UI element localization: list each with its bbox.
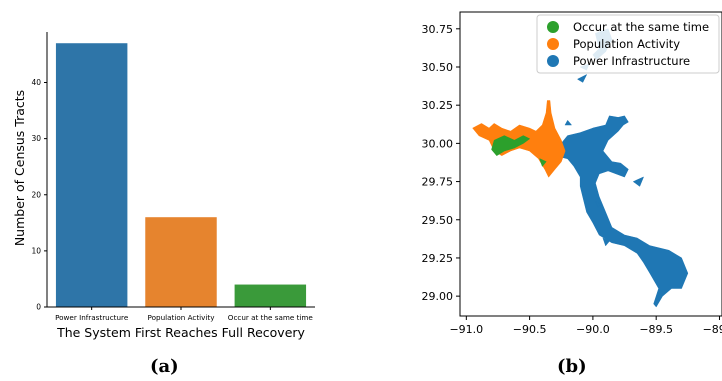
y-tick-label: 29.75 <box>422 176 454 189</box>
legend-label: Power Infrastructure <box>573 54 690 68</box>
legend-box <box>536 14 720 74</box>
bar-population-activity <box>145 217 217 307</box>
map-region-concurrent <box>539 158 547 167</box>
legend-label: Population Activity <box>573 37 680 51</box>
y-tick-label: 30.75 <box>422 23 454 36</box>
legend: Occur at the same time Population Activit… <box>536 14 720 74</box>
y-tick-label: 30 <box>31 134 41 143</box>
legend-marker <box>547 55 559 67</box>
x-tick-label: Power Infrastructure <box>55 313 129 322</box>
bar-occur-at-the-same-time <box>234 284 307 307</box>
map-region-power <box>595 201 603 208</box>
x-tick-label: −89.5 <box>639 323 673 336</box>
x-tick-label: −91.0 <box>449 323 483 336</box>
legend-marker <box>547 21 559 33</box>
map-panel: −91.0 −90.5 −90.0 −89.5 −89.0 29.00 29.25 29.5… <box>395 0 722 345</box>
map-region-power <box>564 120 572 126</box>
panel-label-a: (a) <box>150 356 179 377</box>
panel-label-b: (b) <box>557 356 587 377</box>
y-tick-label: 29.00 <box>422 290 454 303</box>
y-tick-label: 20 <box>31 190 41 199</box>
map-frame <box>459 11 722 317</box>
map-chart: −91.0 −90.5 −90.0 −89.5 −89.0 29.00 29.25 29.5… <box>422 11 722 336</box>
map-region-power <box>602 237 610 246</box>
x-tick-label: −89.0 <box>703 323 722 336</box>
bar-chart-panel: 0 10 20 30 40 Power Infrastructure Population… <box>0 0 330 345</box>
y-axis-label: Number of Census Tracts <box>12 90 27 246</box>
map-region-power <box>633 176 644 187</box>
y-tick-label: 30.50 <box>422 61 454 74</box>
y-tick-label: 30.00 <box>422 137 454 150</box>
legend-label: Occur at the same time <box>573 20 709 34</box>
x-tick-label: Occur at the same time <box>228 313 314 322</box>
legend-marker <box>547 38 559 50</box>
x-tick-label: Population Activity <box>148 313 216 322</box>
bar-power-infrastructure <box>55 43 128 308</box>
x-tick-label: −90.5 <box>513 323 547 336</box>
map-region-power <box>554 115 689 308</box>
y-tick-label: 29.50 <box>422 214 454 227</box>
y-tick-label: 10 <box>31 246 41 255</box>
x-axis-label: The System First Reaches Full Recovery <box>56 325 305 340</box>
map-region-power <box>577 74 587 83</box>
y-tick-label: 40 <box>31 78 41 87</box>
y-tick-label: 29.25 <box>422 252 454 265</box>
bar-chart: 0 10 20 30 40 Power Infrastructure Population… <box>12 32 315 340</box>
y-tick-label: 0 <box>36 303 41 312</box>
y-tick-label: 30.25 <box>422 99 454 112</box>
x-tick-label: −90.0 <box>576 323 610 336</box>
map-region-concurrent <box>491 135 530 156</box>
